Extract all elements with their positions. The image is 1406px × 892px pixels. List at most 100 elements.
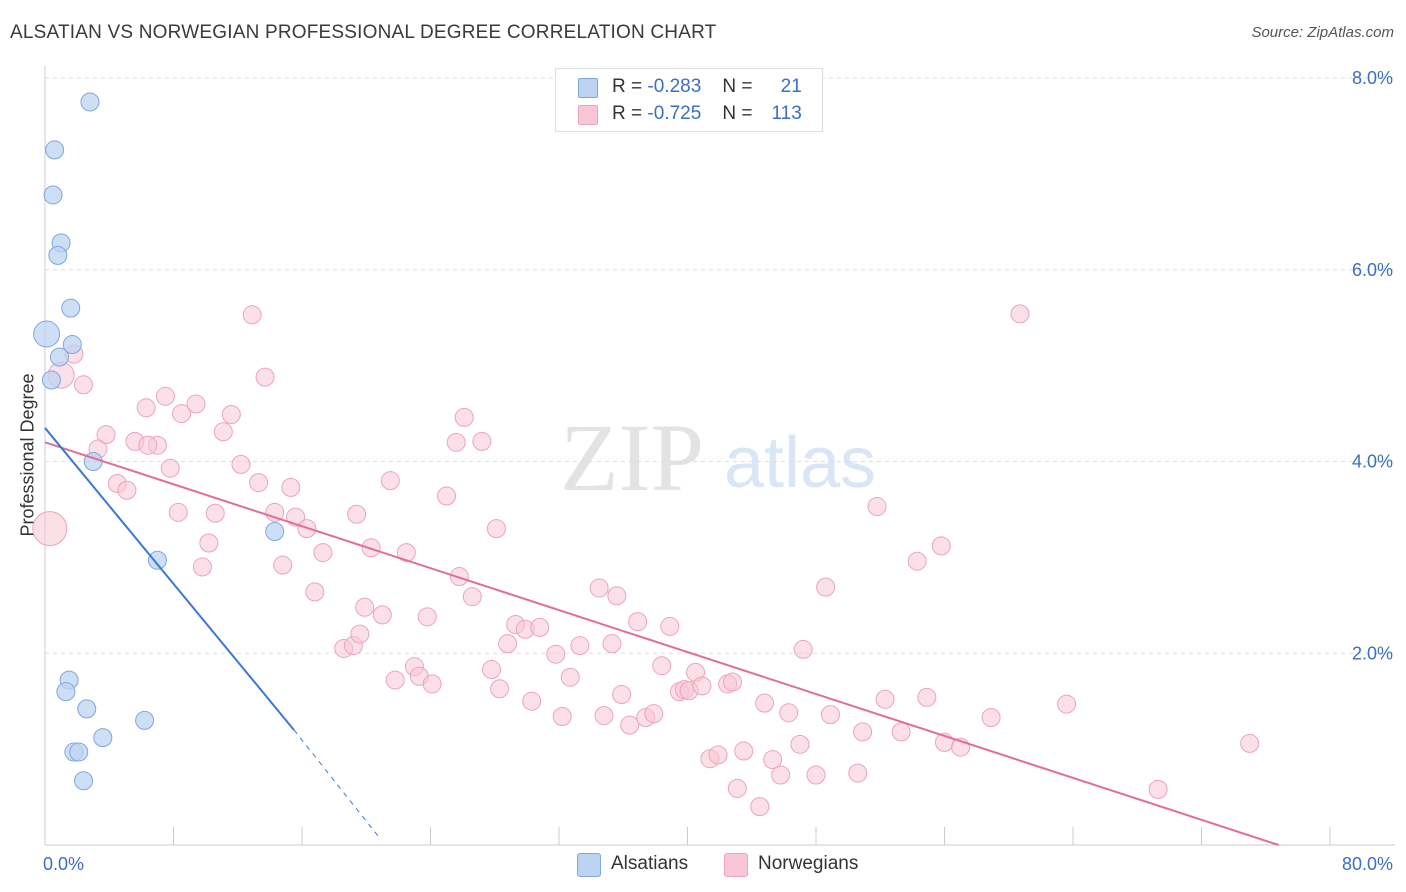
norwegian-point <box>446 432 466 452</box>
norwegian-point <box>231 454 251 474</box>
norwegian-point <box>644 704 664 724</box>
norwegian-point <box>498 634 518 654</box>
alsatian-trend-line <box>44 427 295 731</box>
norwegian-point <box>806 765 826 785</box>
alsatian-point <box>135 710 155 730</box>
alsatian-point <box>62 335 82 355</box>
norwegian-point <box>242 305 262 325</box>
watermark-zip: ZIP <box>560 404 704 511</box>
norwegian-point <box>628 612 648 632</box>
alsatian-point <box>69 742 89 762</box>
norwegian-point <box>771 765 791 785</box>
norwegian-point <box>396 543 416 563</box>
axes <box>44 66 1395 846</box>
norwegian-point <box>853 722 873 742</box>
norwegian-swatch <box>578 105 598 125</box>
norwegian-point <box>168 502 188 522</box>
norwegian-point <box>708 745 728 765</box>
norwegian-point <box>462 587 482 607</box>
x-tick-label-max: 80.0% <box>1342 854 1393 874</box>
n-value-norwegians: 113 <box>771 103 802 124</box>
norwegian-point <box>891 722 911 742</box>
norwegian-point <box>793 639 813 659</box>
correlation-legend: R = -0.283 N = 21 R = -0.725 N = 113 <box>555 68 823 132</box>
norwegian-point <box>482 660 502 680</box>
norwegian-point <box>281 477 301 497</box>
alsatian-point <box>77 699 97 719</box>
alsatian-point <box>41 370 61 390</box>
norwegian-point <box>313 543 333 563</box>
norwegian-point <box>848 763 868 783</box>
y-tick-label: 2.0% <box>1352 643 1393 663</box>
norwegian-point <box>385 670 405 690</box>
norwegian-point <box>660 616 680 636</box>
norwegian-point <box>867 497 887 517</box>
norwegian-point <box>486 519 506 539</box>
norwegian-point <box>355 597 375 617</box>
norwegian-point <box>570 636 590 656</box>
norwegian-point <box>136 398 156 418</box>
gridlines <box>45 77 1395 654</box>
alsatian-point <box>45 140 65 160</box>
norwegian-point <box>160 458 180 478</box>
alsatian-swatch <box>578 78 598 98</box>
tick-labels: 2.0% 4.0% 6.0% 8.0% 0.0% 80.0% <box>43 68 1393 874</box>
alsatian-legend-swatch <box>577 853 601 877</box>
y-tick-label: 6.0% <box>1352 260 1393 280</box>
norwegian-point <box>875 689 895 709</box>
n-value-alsatians: 21 <box>780 76 802 97</box>
r-label: R = <box>612 103 643 124</box>
norwegian-point <box>1148 779 1168 799</box>
r-label: R = <box>612 76 643 97</box>
alsatian-point <box>43 185 63 205</box>
norwegian-point <box>779 703 799 723</box>
norwegian-point <box>816 577 836 597</box>
alsatian-point <box>56 682 76 702</box>
norwegian-point <box>750 797 770 817</box>
norwegian-point <box>32 511 68 547</box>
norwegian-point <box>138 435 158 455</box>
alsatian-point <box>61 298 81 318</box>
norwegian-point <box>522 691 542 711</box>
n-label: N = <box>722 76 753 97</box>
norwegian-point <box>820 705 840 725</box>
norwegian-point <box>437 486 457 506</box>
alsatian-point <box>265 521 285 541</box>
norwegian-point <box>755 693 775 713</box>
alsatian-point <box>48 245 68 265</box>
norwegian-point <box>763 750 783 770</box>
norwegian-point <box>155 386 175 406</box>
alsatian-point <box>74 771 94 791</box>
alsatian-point <box>80 92 100 112</box>
norwegian-point <box>981 707 1001 727</box>
norwegian-point <box>1057 694 1077 714</box>
norwegian-point <box>602 634 622 654</box>
norwegian-point <box>117 480 137 500</box>
chart-title: ALSATIAN VS NORWEGIAN PROFESSIONAL DEGRE… <box>10 22 717 43</box>
norwegian-point <box>917 687 937 707</box>
r-value-alsatians: -0.283 <box>647 76 702 97</box>
norwegian-point <box>472 431 492 451</box>
y-tick-label: 8.0% <box>1352 68 1393 88</box>
norwegian-point <box>199 533 219 553</box>
norwegian-point <box>1010 304 1030 324</box>
norwegian-point <box>417 607 437 627</box>
r-value-norwegians: -0.725 <box>647 103 702 124</box>
alsatian-point <box>33 320 61 348</box>
norwegian-point <box>612 684 632 704</box>
norwegian-point <box>347 504 367 524</box>
norwegian-point <box>790 734 810 754</box>
norwegian-point <box>620 715 640 735</box>
norwegian-point <box>422 674 442 694</box>
norwegian-point <box>594 706 614 726</box>
norwegian-point <box>589 578 609 598</box>
norwegian-point <box>172 404 192 424</box>
source-label: Source: ZipAtlas.com <box>1251 24 1394 41</box>
norwegian-point <box>454 407 474 427</box>
alsatian-legend-label: Alsatians <box>611 853 689 874</box>
norwegian-point <box>205 503 225 523</box>
watermark: ZIP atlas <box>560 404 876 511</box>
norwegian-point <box>692 676 712 696</box>
norwegian-point <box>490 679 510 699</box>
